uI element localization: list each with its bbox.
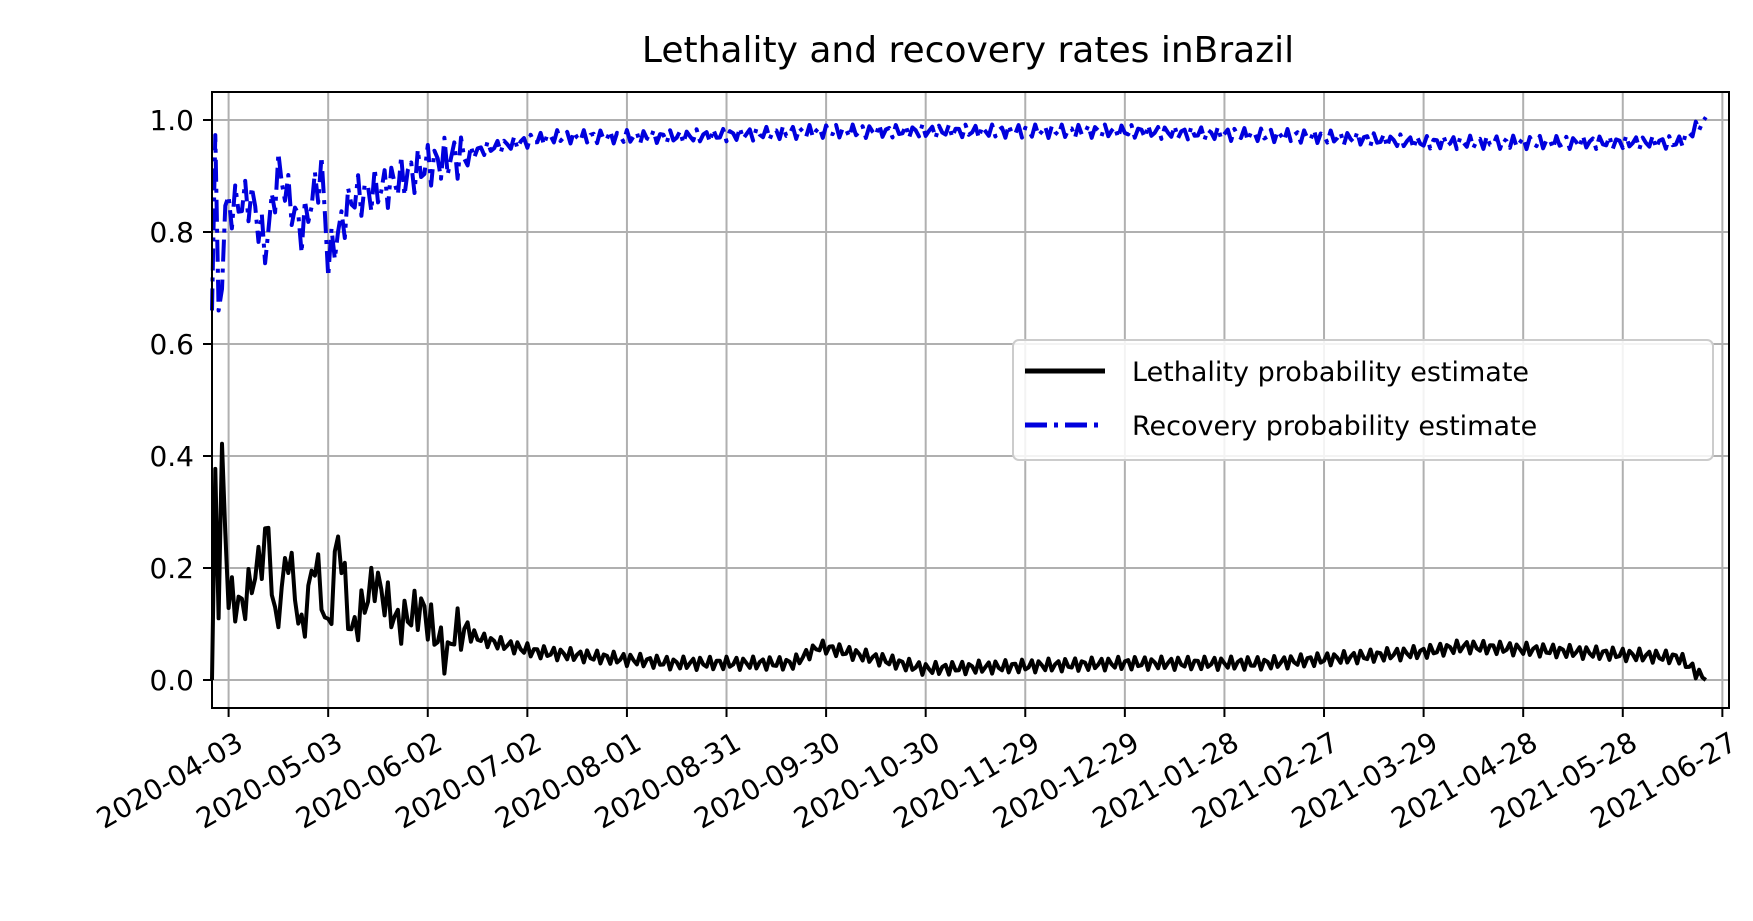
legend-box [1012, 339, 1714, 461]
axis-ticks: 2020-04-032020-05-032020-06-022020-07-02… [91, 104, 1742, 835]
y-tick-label: 0.4 [149, 440, 194, 473]
plot-frame [211, 91, 1730, 709]
legend: Lethality probability estimate Recovery … [1012, 339, 1714, 461]
chart-title: Lethality and recovery rates inBrazil [642, 30, 1294, 71]
lethality-series-line [210, 441, 1708, 682]
series-lines [210, 116, 1708, 682]
y-tick-label: 0.8 [149, 216, 194, 249]
y-tick-label: 0.6 [149, 328, 194, 361]
y-tick-label: 0.2 [149, 552, 194, 585]
y-tick-label: 1.0 [149, 104, 194, 137]
recovery-series-line [210, 116, 1708, 313]
legend-label-recovery: Recovery probability estimate [1132, 411, 1537, 442]
y-tick-label: 0.0 [149, 664, 194, 697]
legend-label-lethality: Lethality probability estimate [1132, 357, 1529, 388]
